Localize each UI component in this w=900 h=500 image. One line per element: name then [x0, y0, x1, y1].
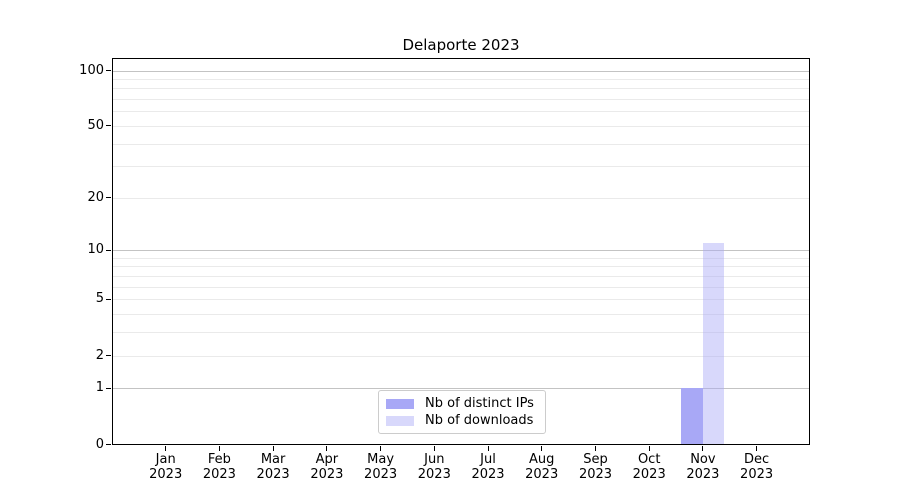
x-tick-label: Aug 2023	[525, 452, 559, 482]
x-tick-label: Jul 2023	[471, 452, 505, 482]
x-tick-label: Mar 2023	[256, 452, 290, 482]
minor-gridline	[113, 286, 809, 288]
x-tick	[541, 446, 543, 451]
legend-label-distinct-ips: Nb of distinct IPs	[425, 396, 534, 411]
y-tick	[106, 444, 111, 445]
minor-gridline	[113, 266, 809, 268]
legend-swatch-distinct-ips	[386, 398, 414, 409]
legend-item-downloads: Nb of downloads	[386, 412, 538, 429]
legend: Nb of distinct IPs Nb of downloads	[378, 390, 546, 434]
minor-gridline	[113, 257, 809, 259]
major-gridline	[113, 250, 809, 252]
x-tick	[648, 446, 650, 451]
y-tick-label: 0	[95, 436, 104, 452]
x-tick	[595, 446, 596, 451]
minor-gridline	[113, 125, 809, 127]
x-tick	[433, 446, 435, 451]
bar-nov-downloads	[702, 243, 725, 444]
y-tick-label: 100	[79, 62, 104, 78]
x-tick	[272, 446, 274, 451]
x-tick-label: Nov 2023	[686, 452, 720, 482]
minor-gridline	[113, 99, 809, 100]
x-tick	[218, 446, 220, 451]
x-tick	[487, 446, 489, 451]
y-tick	[106, 298, 111, 300]
legend-item-distinct-ips: Nb of distinct IPs	[386, 395, 538, 412]
minor-gridline	[113, 166, 809, 168]
x-tick-label: Sep 2023	[578, 452, 613, 482]
x-tick-label: Dec 2023	[740, 452, 774, 482]
y-tick-label: 50	[87, 117, 104, 133]
y-tick	[106, 355, 111, 356]
minor-gridline	[113, 355, 809, 357]
x-tick-label: Oct 2023	[632, 452, 666, 482]
minor-gridline	[113, 314, 809, 316]
major-gridline	[113, 388, 809, 390]
major-gridline	[113, 70, 809, 72]
x-tick-label: May 2023	[364, 452, 398, 482]
legend-label-downloads: Nb of downloads	[425, 413, 534, 428]
y-tick-label: 10	[87, 242, 104, 258]
y-tick-label: 2	[95, 347, 104, 363]
bar-nov-distinct-ips	[681, 388, 703, 444]
x-tick-label: Apr 2023	[310, 452, 344, 482]
y-tick	[106, 125, 111, 127]
minor-gridline	[113, 143, 809, 145]
y-tick-label: 5	[95, 291, 104, 307]
x-tick	[702, 446, 704, 451]
minor-gridline	[113, 88, 809, 90]
x-tick	[165, 446, 167, 451]
chart-title: Delaporte 2023	[402, 36, 520, 54]
legend-swatch-downloads	[386, 415, 414, 426]
y-tick	[106, 249, 111, 251]
minor-gridline	[113, 276, 809, 277]
x-tick	[756, 446, 758, 451]
y-tick-label: 20	[87, 189, 104, 205]
x-tick-label: Jan 2023	[149, 452, 183, 482]
minor-gridline	[113, 111, 809, 113]
x-tick-label: Jun 2023	[417, 452, 451, 482]
plot-area	[112, 58, 810, 445]
y-tick	[106, 70, 111, 71]
x-tick	[326, 446, 328, 451]
minor-gridline	[113, 332, 809, 334]
x-tick-label: Feb 2023	[202, 452, 236, 482]
minor-gridline	[113, 299, 809, 301]
y-tick	[106, 387, 111, 389]
y-tick-label: 1	[95, 380, 104, 396]
y-tick	[106, 197, 111, 199]
minor-gridline	[113, 197, 809, 199]
minor-gridline	[113, 78, 809, 80]
x-tick	[380, 446, 382, 451]
